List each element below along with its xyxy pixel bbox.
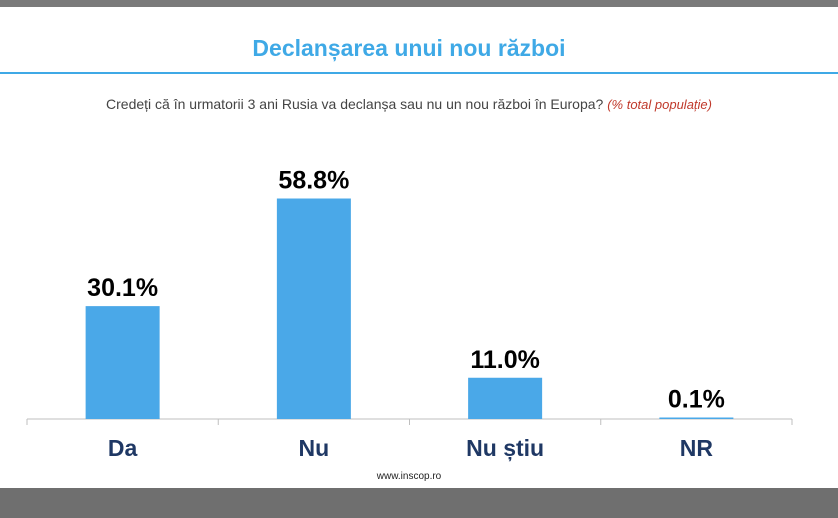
chart-title: Declanșarea unui nou război	[252, 35, 566, 61]
source-link[interactable]: www.inscop.ro	[376, 471, 442, 482]
category-label-1: Da	[108, 435, 138, 461]
chart-question: Credeți că în urmatorii 3 ani Rusia va d…	[0, 96, 818, 112]
category-label-3: Nu știu	[466, 435, 544, 462]
data-label-2: 58.8%	[278, 167, 349, 195]
question-text: Credeți că în urmatorii 3 ani Rusia va d…	[106, 96, 604, 112]
bar-3	[468, 377, 543, 419]
bar-4	[659, 417, 734, 419]
question-note: (% total populație)	[607, 97, 712, 112]
data-label-3: 11.0%	[470, 346, 540, 374]
bar-1	[85, 306, 160, 419]
bar-2	[276, 198, 351, 419]
category-label-4: NR	[680, 435, 714, 461]
data-label-4: 0.1%	[668, 386, 725, 414]
title-divider	[0, 72, 838, 74]
data-label-1: 30.1%	[87, 274, 158, 302]
bottom-bar	[0, 488, 838, 518]
category-label-2: Nu	[299, 435, 330, 461]
